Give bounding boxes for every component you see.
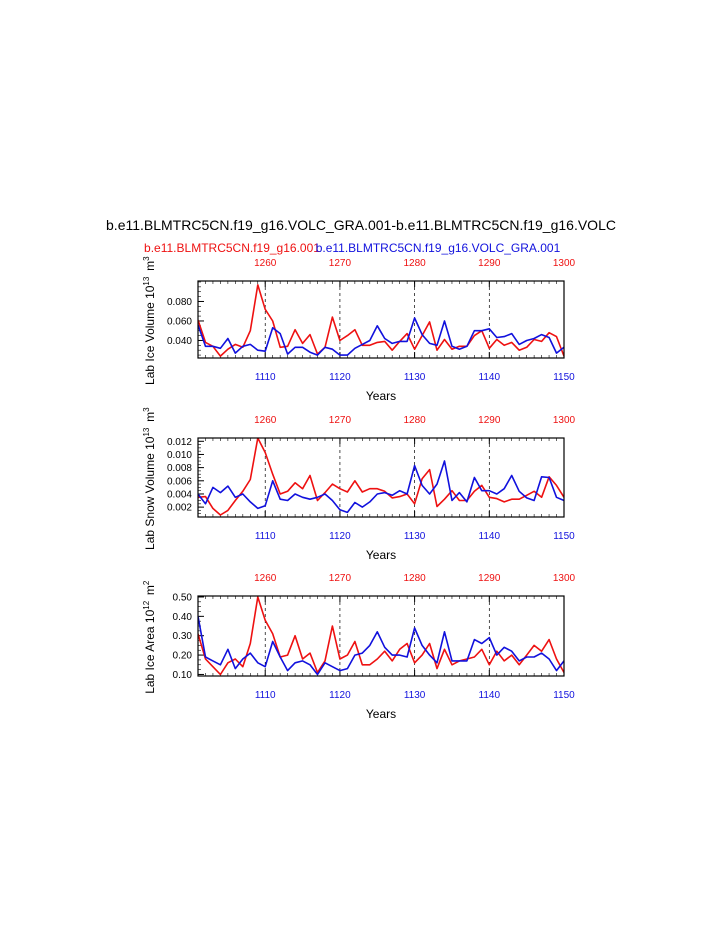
x-tick-label-top: 1260 <box>254 415 277 426</box>
plot-frame <box>197 437 565 518</box>
series-line-blue <box>198 616 564 676</box>
x-tick-label-top: 1300 <box>553 258 576 269</box>
y-tick-label: 0.080 <box>167 297 192 308</box>
series-line-blue <box>198 317 564 356</box>
x-tick-label-bottom: 1140 <box>479 531 501 542</box>
series-line-blue <box>198 460 564 514</box>
x-tick-label-top: 1280 <box>403 415 426 426</box>
x-tick-label-bottom: 1120 <box>329 531 351 542</box>
x-tick-label-top: 1300 <box>553 573 576 584</box>
x-tick-label-top: 1270 <box>329 415 352 426</box>
series-line-red <box>198 438 564 516</box>
y-tick-label: 0.50 <box>173 592 193 603</box>
x-tick-label-bottom: 1110 <box>255 690 276 701</box>
series-line-red <box>198 284 564 357</box>
x-tick-label-top: 1290 <box>478 258 501 269</box>
x-tick-label-top: 1270 <box>329 258 352 269</box>
x-tick-label-bottom: 1140 <box>479 372 501 383</box>
panel-lab-snow-volume: 1110 1260 1120 1270 1130 1280 1140 1290 1150 1300… <box>142 405 576 562</box>
x-tick-label-top: 1270 <box>329 573 352 584</box>
panel-lab-ice-area: 1110 1260 1120 1270 1130 1280 1140 1290 1150 1300… <box>142 573 576 721</box>
plot-frame <box>197 595 565 677</box>
x-tick-label-bottom: 1130 <box>404 690 426 701</box>
x-tick-label-bottom: 1150 <box>553 531 575 542</box>
y-tick-label: 0.010 <box>167 450 192 461</box>
series-line-red <box>198 596 564 676</box>
subtitle-blue: b.e11.BLMTRC5CN.f19_g16.VOLC_GRA.001 <box>316 241 561 255</box>
x-tick-label-bottom: 1120 <box>329 372 351 383</box>
x-tick-label-bottom: 1140 <box>479 690 501 701</box>
x-tick-label-top: 1260 <box>254 573 277 584</box>
x-tick-label-bottom: 1150 <box>553 690 575 701</box>
y-axis-label: Lab Ice Area 1012 m2 <box>142 578 157 694</box>
x-tick-label-bottom: 1110 <box>255 372 276 383</box>
y-tick-label: 0.002 <box>167 503 192 514</box>
x-tick-label-bottom: 1110 <box>255 531 276 542</box>
x-axis-label: Years <box>366 389 396 403</box>
y-tick-label: 0.060 <box>167 316 192 327</box>
x-tick-label-bottom: 1130 <box>404 372 426 383</box>
y-tick-label: 0.006 <box>167 476 192 487</box>
y-tick-label: 0.30 <box>173 631 193 642</box>
x-tick-label-bottom: 1150 <box>553 372 575 383</box>
y-tick-label: 0.012 <box>167 437 192 448</box>
y-tick-label: 0.40 <box>173 612 193 623</box>
x-tick-label-top: 1280 <box>403 258 426 269</box>
y-tick-label: 0.040 <box>167 336 192 347</box>
x-tick-label-top: 1260 <box>254 258 277 269</box>
y-axis-label: Lab Ice Volume 1013 m3 <box>142 254 157 385</box>
x-tick-label-top: 1290 <box>478 415 501 426</box>
x-tick-label-bottom: 1130 <box>404 531 426 542</box>
subtitle-red: b.e11.BLMTRC5CN.f19_g16.001 <box>144 241 320 255</box>
y-tick-label: 0.20 <box>173 651 193 662</box>
plot-frame <box>197 280 565 359</box>
y-tick-label: 0.004 <box>167 489 192 500</box>
x-tick-label-bottom: 1120 <box>329 690 351 701</box>
y-tick-label: 0.008 <box>167 463 192 474</box>
figure-title: b.e11.BLMTRC5CN.f19_g16.VOLC_GRA.001-b.e… <box>106 217 616 233</box>
y-axis-label: Lab Snow Volume 1013 m3 <box>142 405 157 550</box>
x-axis-label: Years <box>366 548 396 562</box>
x-tick-label-top: 1300 <box>553 415 576 426</box>
x-tick-label-top: 1280 <box>403 573 426 584</box>
x-tick-label-top: 1290 <box>478 573 501 584</box>
y-tick-label: 0.10 <box>173 670 193 681</box>
panel-lab-ice-volume: 1110 1260 1120 1270 1130 1280 1140 1290 1150 1300… <box>142 254 576 403</box>
x-axis-label: Years <box>366 707 396 721</box>
